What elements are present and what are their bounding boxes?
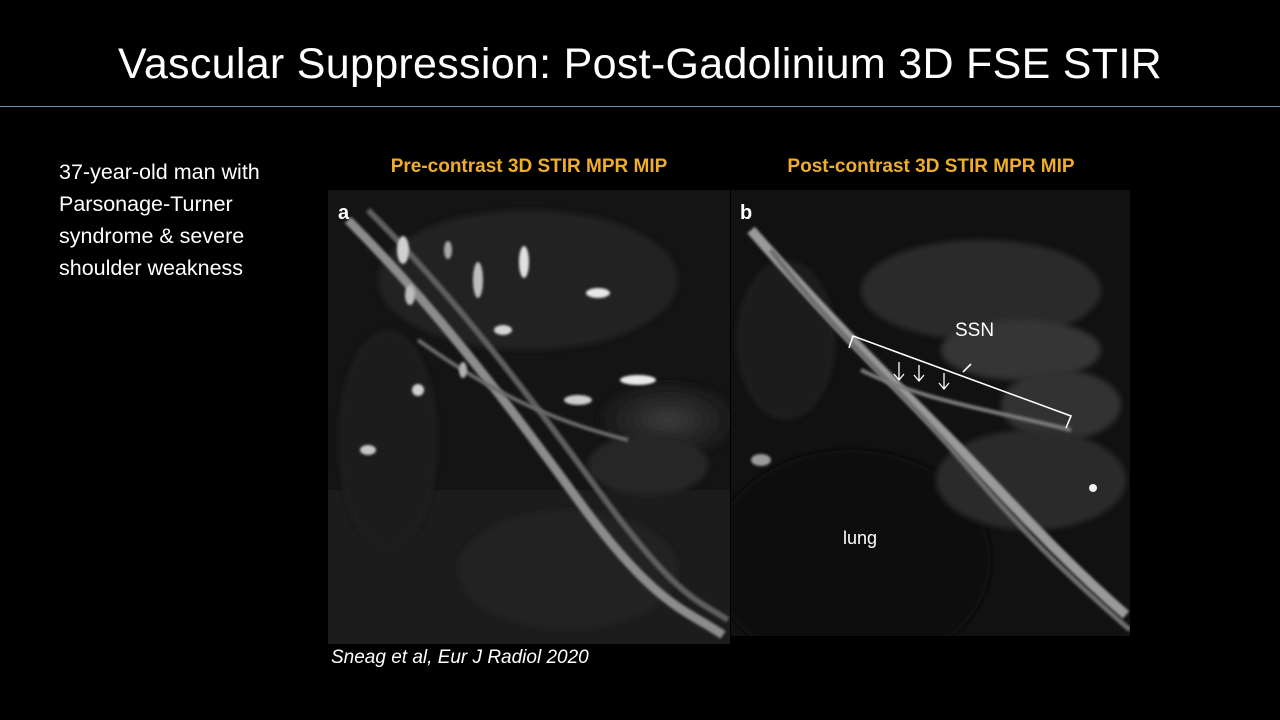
pre-contrast-mri-image [328,190,730,644]
post-contrast-mri-image [731,190,1130,636]
ssn-label: SSN [955,320,995,341]
pre-contrast-caption: Pre-contrast 3D STIR MPR MIP [390,156,668,177]
panel-letter-a: a [338,202,350,224]
title-divider [0,106,1280,107]
case-description: 37-year-old man with Parsonage-Turner sy… [59,160,260,280]
lung-label: lung [843,528,878,548]
citation: Sneag et al, Eur J Radiol 2020 [331,647,589,668]
slide-title: Vascular Suppression: Post-Gadolinium 3D… [118,40,1162,88]
post-contrast-caption: Post-contrast 3D STIR MPR MIP [787,156,1075,177]
panel-letter-b: b [740,202,753,224]
